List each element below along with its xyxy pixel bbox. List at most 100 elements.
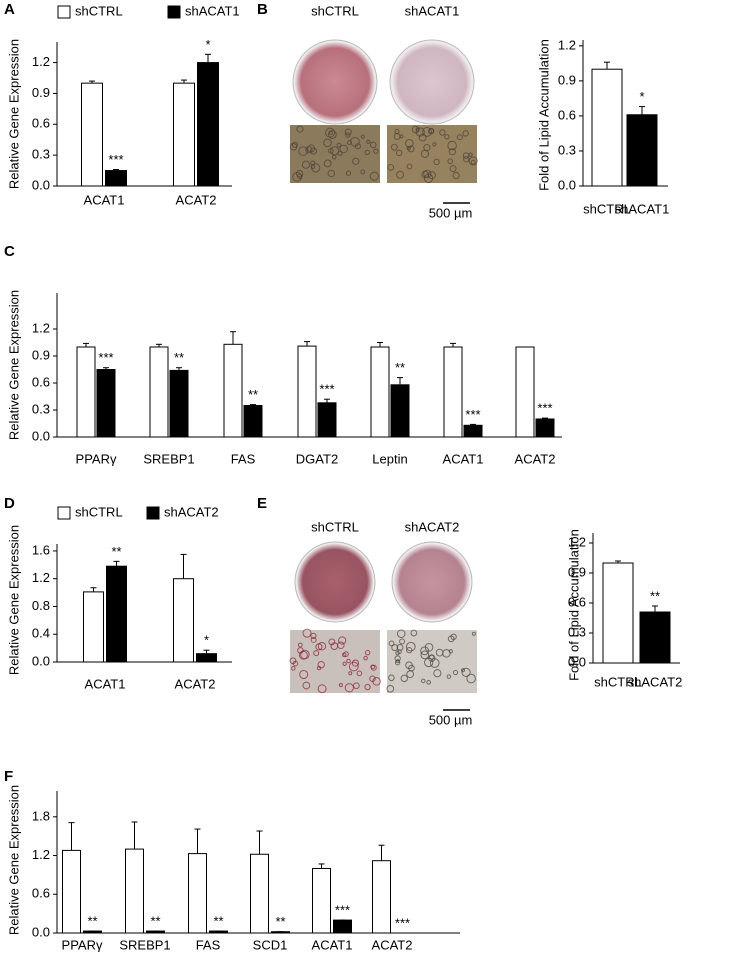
y-tick-label: 1.2 bbox=[568, 534, 586, 549]
cell bbox=[363, 655, 368, 661]
cell bbox=[298, 146, 309, 156]
y-tick-label: 0.0 bbox=[32, 653, 50, 668]
bar bbox=[149, 346, 169, 438]
cell bbox=[343, 651, 349, 658]
cell bbox=[423, 169, 432, 179]
cell bbox=[421, 170, 429, 179]
x-tick-label: FAS bbox=[231, 451, 256, 466]
y-tick-label: 0.4 bbox=[32, 626, 50, 641]
y-tick-label: 0.6 bbox=[32, 116, 50, 131]
cell bbox=[448, 649, 453, 654]
y-axis-label: Fold of Lipid Accumulation bbox=[566, 529, 581, 681]
bar bbox=[626, 114, 658, 187]
dish-photo bbox=[297, 544, 373, 620]
image-label: shACAT1 bbox=[405, 3, 460, 18]
cell bbox=[309, 147, 318, 155]
bar bbox=[333, 919, 352, 934]
cell bbox=[331, 154, 337, 160]
y-tick-label: 1.2 bbox=[32, 54, 50, 69]
cell bbox=[291, 141, 299, 148]
cell bbox=[393, 133, 401, 140]
significance-label: * bbox=[204, 633, 209, 648]
y-tick-label: 1.8 bbox=[32, 808, 50, 823]
panel-letter: F bbox=[4, 768, 13, 785]
significance-label: *** bbox=[395, 915, 410, 930]
cell bbox=[435, 648, 444, 657]
cell bbox=[295, 169, 304, 178]
cell bbox=[297, 642, 303, 648]
cell bbox=[307, 144, 316, 153]
cell bbox=[444, 134, 450, 140]
cell bbox=[386, 684, 395, 693]
cell bbox=[348, 671, 353, 676]
cell bbox=[366, 139, 371, 144]
x-tick-label: PPARγ bbox=[76, 451, 117, 466]
cell bbox=[439, 129, 446, 136]
cell bbox=[395, 149, 403, 157]
x-tick-label: ACAT2 bbox=[372, 937, 413, 952]
cell bbox=[364, 649, 371, 656]
cell bbox=[302, 628, 312, 638]
bar bbox=[169, 369, 189, 438]
bar bbox=[297, 345, 317, 438]
cell bbox=[364, 683, 371, 691]
cell bbox=[317, 684, 327, 694]
significance-label: *** bbox=[537, 401, 552, 416]
x-tick-label: Leptin bbox=[372, 451, 407, 466]
cell bbox=[405, 661, 413, 670]
x-tick-label: ACAT1 bbox=[312, 937, 353, 952]
cell bbox=[372, 677, 381, 686]
cell bbox=[411, 125, 420, 134]
cell bbox=[351, 659, 360, 667]
cell bbox=[369, 171, 379, 181]
legend-swatch bbox=[167, 5, 181, 19]
x-tick-label: SREBP1 bbox=[143, 451, 194, 466]
cell bbox=[446, 674, 452, 679]
cell bbox=[394, 655, 401, 662]
cell bbox=[296, 125, 304, 133]
significance-label: ** bbox=[395, 360, 405, 375]
cell bbox=[313, 650, 320, 657]
significance-label: ** bbox=[174, 350, 184, 365]
y-tick-label: 1.2 bbox=[32, 847, 50, 862]
cell bbox=[296, 173, 303, 179]
bar bbox=[250, 853, 269, 934]
x-tick-label: shCTRL bbox=[594, 674, 642, 689]
significance-label: ** bbox=[275, 914, 285, 929]
bar bbox=[639, 611, 671, 664]
bar bbox=[173, 82, 195, 187]
cell bbox=[471, 631, 476, 636]
cell bbox=[418, 133, 427, 142]
significance-label: *** bbox=[465, 407, 480, 422]
cell bbox=[344, 683, 354, 693]
micrograph bbox=[290, 125, 380, 183]
cell bbox=[470, 159, 476, 165]
cell bbox=[369, 141, 377, 149]
legend-swatch bbox=[57, 506, 71, 520]
x-tick-label: PPARγ bbox=[62, 937, 103, 952]
significance-label: * bbox=[205, 37, 210, 52]
image-label: shCTRL bbox=[311, 3, 359, 18]
significance-label: *** bbox=[98, 350, 113, 365]
bar bbox=[196, 653, 217, 663]
cell bbox=[302, 681, 311, 690]
cell bbox=[452, 669, 459, 676]
bar bbox=[312, 867, 331, 934]
cell bbox=[395, 659, 400, 664]
x-tick-label: ACAT2 bbox=[515, 451, 556, 466]
significance-label: ** bbox=[213, 914, 223, 929]
cell bbox=[433, 158, 440, 166]
bar bbox=[535, 418, 555, 438]
cell bbox=[339, 144, 348, 154]
cell bbox=[388, 640, 395, 647]
cell bbox=[415, 127, 425, 137]
bar bbox=[62, 849, 81, 934]
cell bbox=[346, 658, 351, 664]
x-tick-label: DGAT2 bbox=[296, 451, 338, 466]
cell bbox=[449, 165, 457, 173]
y-axis-label: Relative Gene Expression bbox=[6, 39, 21, 189]
y-tick-label: 0.0 bbox=[32, 924, 50, 939]
y-tick-label: 0.6 bbox=[568, 594, 586, 609]
cell bbox=[396, 629, 406, 638]
